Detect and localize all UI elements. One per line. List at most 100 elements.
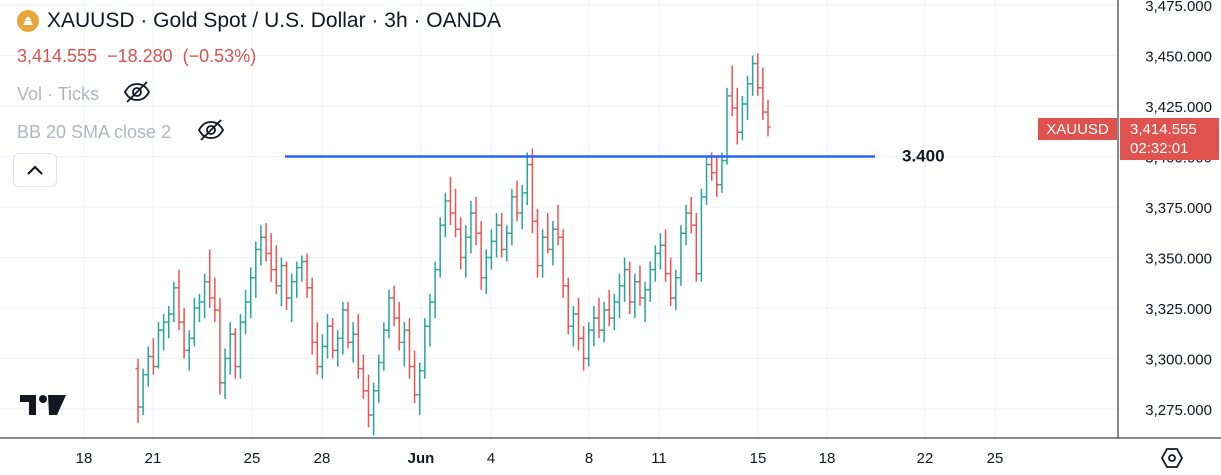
ohlc-bar xyxy=(268,233,274,282)
collapse-legend-button[interactable] xyxy=(13,153,57,187)
ohlc-bar xyxy=(673,269,679,311)
ohlc-bar xyxy=(499,213,505,258)
ohlc-bar xyxy=(637,265,643,306)
ohlc-bar xyxy=(289,273,295,323)
ohlc-bar xyxy=(642,281,648,323)
ohlc-bar xyxy=(396,301,402,351)
ohlc-bar xyxy=(140,368,146,416)
x-tick-label: Jun xyxy=(408,450,435,467)
ohlc-bar xyxy=(222,348,228,399)
ohlc-bar xyxy=(166,305,172,339)
ohlc-bar xyxy=(196,293,202,323)
ohlc-bar xyxy=(181,308,187,359)
ohlc-bar xyxy=(632,273,638,319)
ohlc-bar xyxy=(760,67,766,121)
ohlc-bar xyxy=(478,221,484,290)
indicator-bollinger[interactable]: BB 20 SMA close 2 xyxy=(17,118,225,147)
ohlc-bar xyxy=(202,273,208,319)
last-price-tag-value: 3,414.555 xyxy=(1130,121,1197,138)
ohlc-bar xyxy=(442,192,448,238)
ohlc-bar xyxy=(417,362,423,416)
ohlc-bar xyxy=(570,305,576,347)
price-axis[interactable]: 3,275.000 3,300.000 3,325.000 3,350.000 3,37… xyxy=(1145,0,1212,419)
ohlc-bar xyxy=(509,188,515,246)
ohlc-bar xyxy=(488,229,494,270)
ohlc-bar xyxy=(161,314,167,351)
ohlc-bar xyxy=(309,277,315,355)
ohlc-bar xyxy=(406,318,412,379)
tradingview-logo-icon[interactable] xyxy=(20,393,66,422)
ohlc-bar xyxy=(606,289,612,327)
ohlc-bar xyxy=(191,297,197,347)
ohlc-bar xyxy=(422,318,428,379)
ohlc-bar xyxy=(627,261,633,315)
symbol-price-tag: XAUUSD xyxy=(1038,118,1117,140)
ohlc-bar xyxy=(330,318,336,359)
ohlc-bar xyxy=(432,261,438,319)
y-tick-label: 3,425.000 xyxy=(1145,99,1212,116)
y-tick-label: 3,375.000 xyxy=(1145,200,1212,217)
ohlc-bar xyxy=(616,273,622,319)
eye-off-icon[interactable] xyxy=(197,118,225,147)
ohlc-bar xyxy=(698,188,704,282)
ohlc-bar xyxy=(258,225,264,266)
y-tick-label: 3,325.000 xyxy=(1145,301,1212,318)
x-tick-label: 18 xyxy=(819,450,836,467)
ohlc-bar xyxy=(319,334,325,379)
ohlc-bar xyxy=(284,261,290,311)
gold-logo-icon xyxy=(17,10,39,32)
x-tick-label: 25 xyxy=(987,450,1004,467)
price-summary: 3,414.555 −18.280 (−0.53%) xyxy=(17,46,266,67)
settings-hexagon-icon[interactable] xyxy=(1160,446,1184,475)
ohlc-bar xyxy=(401,322,407,367)
ohlc-bar xyxy=(345,301,351,349)
ohlc-bar xyxy=(724,87,730,165)
ohlc-bar xyxy=(647,261,653,302)
ohlc-bar xyxy=(325,314,331,359)
ohlc-bar xyxy=(729,65,735,117)
ohlc-bar xyxy=(263,223,269,262)
y-tick-label: 3,275.000 xyxy=(1145,402,1212,419)
ohlc-bar xyxy=(227,322,233,375)
bar-countdown: 02:32:01 xyxy=(1130,140,1189,157)
ohlc-bar xyxy=(586,322,592,367)
symbol-title-row[interactable]: XAUUSD · Gold Spot / U.S. Dollar · 3h · … xyxy=(17,9,501,33)
ohlc-bar xyxy=(555,204,561,246)
ohlc-bar xyxy=(739,95,745,141)
ohlc-bar xyxy=(745,75,751,121)
ohlc-bar xyxy=(714,156,720,197)
ohlc-bar xyxy=(340,301,346,355)
ohlc-bar xyxy=(171,281,177,323)
ohlc-bar xyxy=(365,374,371,428)
ohlc-bar xyxy=(427,293,433,347)
y-tick-label: 3,350.000 xyxy=(1145,251,1212,268)
ohlc-bar xyxy=(447,176,453,226)
ohlc-bar xyxy=(207,249,213,308)
ohlc-bar xyxy=(453,188,459,238)
ohlc-bar xyxy=(540,229,546,278)
ohlc-bar xyxy=(765,99,771,137)
price-change-percent: (−0.53%) xyxy=(182,46,257,66)
time-axis[interactable]: 18 21 25 28 Jun 4 8 11 15 18 22 25 xyxy=(76,450,1004,467)
symbol-title: XAUUSD · Gold Spot / U.S. Dollar · 3h · … xyxy=(47,9,501,32)
x-tick-label: 28 xyxy=(314,450,331,467)
ohlc-bar xyxy=(299,255,305,282)
ohlc-bar xyxy=(663,229,669,282)
x-tick-label: 8 xyxy=(585,450,593,467)
horizontal-line-label: 3.400 xyxy=(902,147,945,166)
price-change: −18.280 xyxy=(107,46,173,66)
eye-off-icon[interactable] xyxy=(123,80,151,109)
indicator-volume-label: Vol · Ticks xyxy=(17,84,100,104)
ohlc-bar xyxy=(668,257,674,306)
ohlc-bar xyxy=(412,350,418,403)
ohlc-bar xyxy=(314,322,320,375)
ohlc-bar xyxy=(596,297,602,339)
ohlc-bar xyxy=(575,297,581,351)
ohlc-bar xyxy=(678,225,684,286)
ohlc-bar xyxy=(591,305,597,347)
last-price: 3,414.555 xyxy=(17,46,98,66)
ohlc-bar xyxy=(550,221,556,266)
ohlc-bar xyxy=(304,253,310,298)
indicator-volume[interactable]: Vol · Ticks xyxy=(17,80,151,109)
